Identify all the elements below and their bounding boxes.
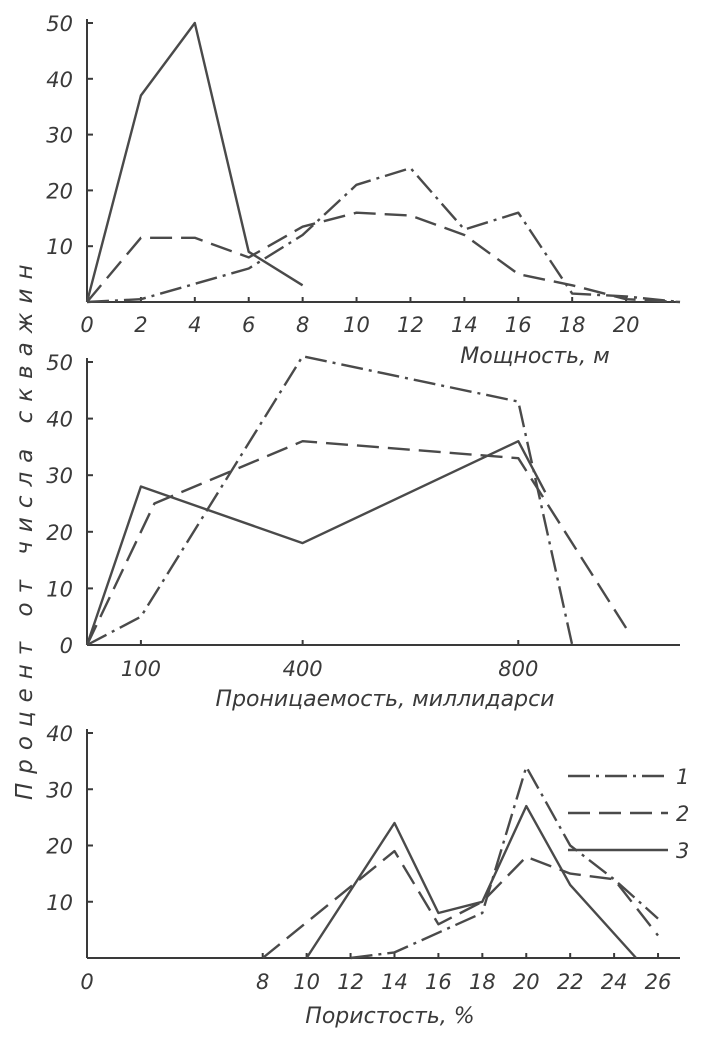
x-tick-label: 10 [343,313,370,337]
x-tick-label: 2 [134,313,147,337]
y-tick-label: 10 [46,235,73,259]
y-tick-label: 20 [46,179,73,203]
series-line-solid [85,21,304,303]
x-axis-label: Мощность, м [460,344,609,369]
x-tick-label: 6 [242,313,255,337]
x-axis-label: Проницаемость, миллидарси [216,687,555,712]
x-tick-label: 18 [559,313,586,337]
y-tick-label: 30 [46,778,73,802]
x-tick-label: 4 [188,313,201,337]
y-tick-label: 10 [46,891,73,915]
x-tick-label: 800 [498,657,538,681]
series-line-dashed [261,849,659,959]
series-line-dashdot [86,166,681,304]
series-line-dashdot [350,765,659,960]
chart-permeability: 0 10 20 30 40 50 100 400 800 Проницаемость, милли… [46,351,680,712]
x-tick-label: 0 [80,970,93,994]
y-tick-label: 20 [46,521,73,545]
x-tick-label: 20 [613,313,640,337]
y-tick-label: 40 [46,722,73,746]
legend: 1 2 3 [568,765,689,863]
x-tick-label: 8 [256,970,269,994]
y-tick-label: 0 [60,634,73,658]
x-tick-label: 22 [557,970,584,994]
x-tick-label: 24 [601,970,628,994]
series-line-dashed [85,440,628,646]
x-tick-label: 12 [337,970,364,994]
y-tick-label: 50 [46,351,73,375]
y-tick-label: 50 [46,12,73,36]
x-tick-label: 100 [121,657,161,681]
series-line-dashed [86,211,681,304]
x-tick-label: 26 [645,970,672,994]
x-tick-label: 18 [469,970,496,994]
legend-label: 2 [676,802,689,826]
y-tick-label: 30 [46,464,73,488]
y-tick-label: 10 [46,577,73,601]
x-tick-label: 10 [293,970,320,994]
x-tick-label: 16 [505,313,532,337]
series-line-solid [85,440,547,646]
x-tick-label: 14 [451,313,478,337]
x-tick-label: 8 [296,313,309,337]
y-tick-label: 40 [46,408,73,432]
y-tick-label: 20 [46,835,73,859]
legend-label: 3 [676,839,689,863]
x-tick-label: 12 [397,313,424,337]
x-axis-label: Пористость, % [305,1004,474,1029]
y-tick-label: 40 [46,68,73,92]
x-tick-label: 0 [80,313,93,337]
series-line-solid [305,804,637,959]
x-tick-label: 20 [513,970,540,994]
x-tick-label: 16 [425,970,452,994]
x-tick-label: 400 [283,657,323,681]
x-tick-label: 14 [381,970,408,994]
y-axis-label: Процент от числа скважин [12,256,38,800]
legend-label: 1 [676,765,689,789]
chart-porosity: 10 20 30 40 0 8 10 12 14 16 18 20 22 24 26 Пористость, … [46,722,680,1029]
series-line-dashdot [86,355,574,647]
y-tick-label: 30 [46,124,73,148]
